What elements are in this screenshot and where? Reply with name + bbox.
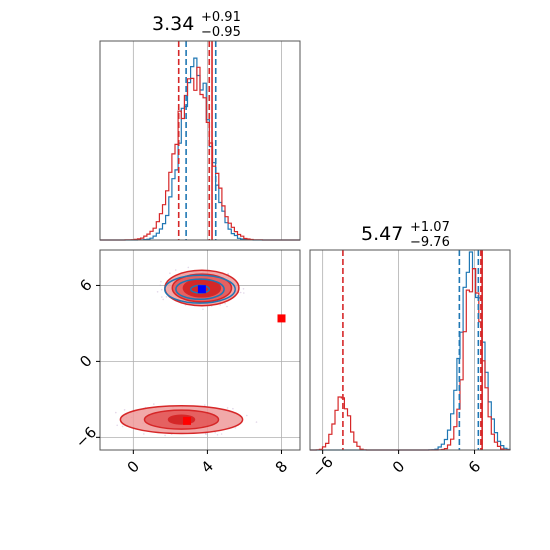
joint-sample-point — [242, 288, 245, 290]
param-2-histogram-panel: 5.47 +1.07 −9.76 −6 0 6 — [308, 220, 511, 481]
joint-sample-point — [160, 280, 162, 283]
param-2-x-tick-label: 0 — [389, 457, 408, 476]
param-2-hist-series — [310, 251, 511, 451]
joint-point-marker — [277, 314, 286, 323]
joint-sample-point — [226, 407, 229, 409]
joint-sample-point — [153, 403, 155, 405]
joint-sample-point — [161, 296, 163, 298]
joint-sample-point — [202, 308, 204, 311]
joint-sample-point — [239, 291, 242, 294]
joint-sample-point — [159, 284, 162, 287]
joint-sample-point — [255, 421, 258, 423]
joint-x-tick-label: 4 — [198, 457, 217, 476]
param-1-frame — [99, 40, 301, 241]
joint-y-tick-label: −6 — [72, 423, 100, 451]
param-1-title-value: 3.34 — [152, 13, 194, 35]
joint-sample-point — [174, 269, 177, 271]
param-2-hist-series — [310, 268, 511, 451]
joint-sample-point — [115, 411, 117, 414]
joint-sample-point — [187, 266, 190, 269]
param-1-title-plus: +0.91 — [201, 10, 241, 25]
joint-sample-point — [160, 288, 163, 291]
joint-sample-point — [243, 292, 245, 294]
joint-sample-point — [116, 424, 118, 427]
param-2-title-value: 5.47 — [361, 223, 403, 245]
joint-x-tick-label: 8 — [272, 457, 291, 476]
joint-point-marker — [183, 416, 191, 425]
joint-sample-point — [232, 407, 234, 410]
joint-sample-point — [156, 291, 159, 293]
joint-sample-point — [123, 409, 126, 411]
joint-sample-point — [246, 414, 248, 417]
joint-y-tick-label: 6 — [76, 276, 95, 295]
param-1-hist-series — [100, 66, 300, 241]
joint-sample-point — [162, 298, 164, 301]
joint-x-tick-label: 0 — [124, 457, 143, 476]
joint-y-tick-label: 0 — [76, 352, 95, 371]
joint-sample-point — [205, 433, 207, 436]
joint-sample-point — [224, 302, 226, 305]
param-2-title-plus: +1.07 — [410, 220, 450, 235]
joint-sample-point — [226, 305, 228, 308]
joint-sample-point — [234, 427, 237, 429]
joint-sample-point — [204, 404, 206, 406]
joint-sample-point — [169, 272, 171, 275]
joint-sample-point — [143, 433, 145, 435]
joint-contour-level — [175, 278, 225, 301]
joint-contour-panel: 0 4 8 −6 0 6 — [72, 249, 301, 477]
joint-contour-level — [164, 274, 236, 304]
param-2-title-minus: −9.76 — [410, 235, 450, 250]
joint-sample-point — [214, 431, 216, 434]
param-1-histogram-panel: 3.34 +0.91 −0.95 — [99, 10, 301, 241]
param-2-frame — [309, 249, 511, 451]
joint-sample-point — [219, 304, 221, 306]
joint-frame — [99, 249, 301, 451]
joint-sample-point — [216, 434, 219, 436]
joint-sample-point — [121, 425, 124, 428]
joint-sample-point — [164, 434, 166, 437]
joint-sample-point — [205, 432, 207, 435]
param-2-x-tick-label: 6 — [465, 457, 484, 476]
param-2-x-tick-label: −6 — [308, 453, 336, 481]
joint-point-marker — [197, 285, 206, 294]
joint-sample-point — [220, 433, 223, 435]
joint-sample-point — [227, 273, 229, 275]
param-1-title-minus: −0.95 — [201, 25, 241, 40]
joint-sample-point — [165, 296, 168, 298]
